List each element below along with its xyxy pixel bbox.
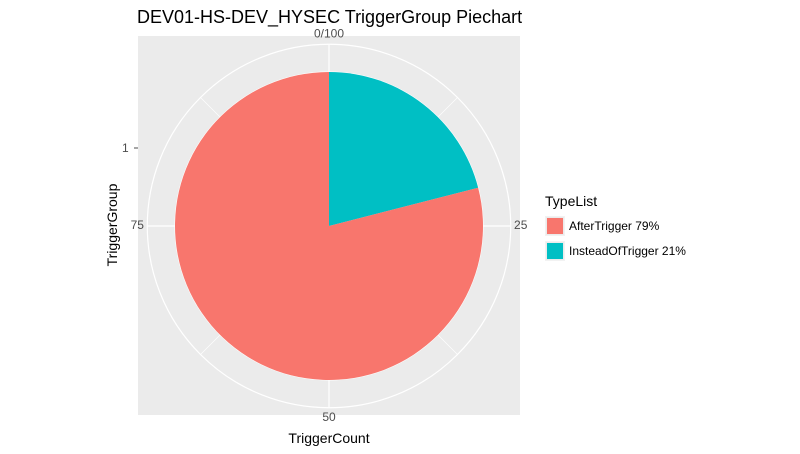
- legend-key: [545, 215, 565, 236]
- angular-tick-label: 25: [514, 218, 528, 232]
- angular-tick-labels: 0/100 25 50 75: [131, 26, 528, 423]
- y-axis-title: TriggerGroup: [104, 183, 120, 267]
- legend-swatch-after-trigger: [547, 217, 563, 234]
- legend-item-after-trigger: AfterTrigger 79%: [545, 214, 686, 237]
- legend-key: [545, 240, 565, 261]
- legend-item-instead-of-trigger: InsteadOfTrigger 21%: [545, 239, 686, 262]
- legend-label-instead-of-trigger: InsteadOfTrigger 21%: [569, 243, 686, 258]
- legend-swatch-instead-of-trigger: [547, 242, 563, 259]
- y-tick-label: 1: [122, 141, 129, 155]
- pie-slices: [175, 72, 483, 380]
- x-axis-title: TriggerCount: [288, 430, 370, 446]
- angular-tick-label: 50: [322, 410, 336, 424]
- pie-slice-insteadoftrigger: [329, 72, 479, 226]
- legend-title: TypeList: [545, 193, 598, 209]
- legend-label-after-trigger: AfterTrigger 79%: [569, 218, 660, 233]
- chart-title: DEV01-HS-DEV_HYSEC TriggerGroup Piechart: [137, 7, 523, 27]
- pie-slice-aftertrigger: [175, 72, 483, 380]
- angular-tick-label: 75: [131, 218, 145, 232]
- legend: TypeList AfterTrigger 79% InsteadOfTrigg…: [545, 193, 686, 264]
- angular-tick-label: 0/100: [314, 26, 344, 40]
